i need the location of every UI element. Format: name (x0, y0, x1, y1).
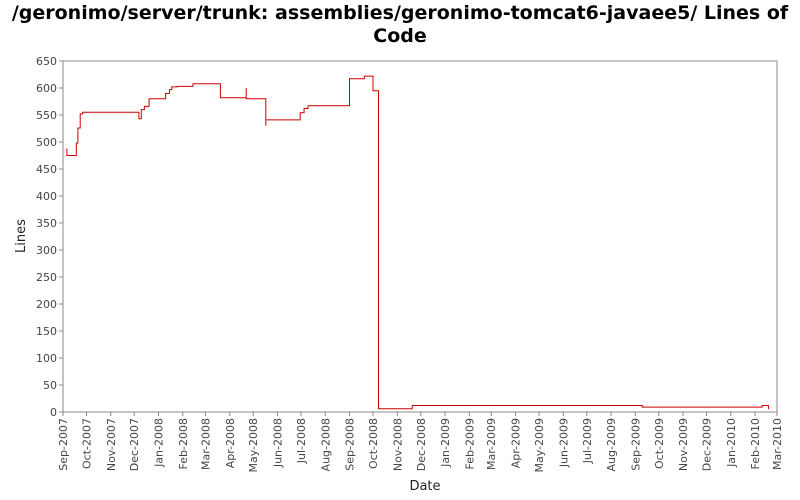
x-tick-label: Aug-2009 (605, 418, 618, 471)
x-tick-label: Apr-2008 (224, 418, 237, 468)
y-axis: 0 50 100 150 200 250 300 350 400 450 500 550 600 650 (36, 55, 63, 419)
y-tick-label: 50 (43, 379, 57, 392)
x-tick-label: Jul-2009 (581, 418, 594, 464)
y-tick-label: 500 (36, 136, 57, 149)
x-tick-label: Feb-2008 (177, 418, 190, 469)
y-tick-label: 300 (36, 244, 57, 257)
y-tick-label: 0 (50, 406, 57, 419)
y-axis-label: Lines (14, 219, 29, 253)
x-tick-label: Jan-2010 (725, 418, 738, 468)
y-tick-label: 250 (36, 271, 57, 284)
y-tick-label: 550 (36, 109, 57, 122)
x-tick-label: Oct-2007 (80, 418, 93, 469)
x-tick-label: Nov-2007 (105, 418, 118, 471)
x-tick-label: May-2009 (533, 418, 546, 473)
x-tick-label: Sep-2008 (344, 418, 357, 471)
x-tick-label: Aug-2008 (319, 418, 332, 471)
x-tick-label: Dec-2009 (701, 418, 714, 471)
x-tick-label: Mar-2008 (199, 418, 212, 470)
plot-area-frame (62, 60, 778, 413)
x-tick-label: Sep-2007 (57, 418, 70, 471)
x-tick-label: May-2008 (247, 418, 260, 473)
series-line (66, 75, 769, 410)
y-tick-label: 150 (36, 325, 57, 338)
x-tick-label: Feb-2010 (749, 418, 762, 469)
x-tick-label: Dec-2007 (128, 418, 141, 471)
y-tick-label: 400 (36, 190, 57, 203)
y-tick-label: 350 (36, 217, 57, 230)
x-tick-label: Oct-2008 (367, 418, 380, 469)
x-tick-label: Jan-2009 (439, 418, 452, 468)
x-axis: Sep-2007 Oct-2007 Nov-2007 Dec-2007 Jan-2008… (57, 412, 784, 473)
x-tick-label: Mar-2009 (485, 418, 498, 470)
x-tick-label: Dec-2008 (415, 418, 428, 471)
x-tick-label: Feb-2009 (463, 418, 476, 469)
x-tick-label: Sep-2009 (629, 418, 642, 471)
y-tick-label: 200 (36, 298, 57, 311)
x-tick-label: Jan-2008 (153, 418, 166, 468)
x-tick-label: Apr-2009 (510, 418, 523, 468)
y-tick-label: 100 (36, 352, 57, 365)
x-tick-label: Jun-2008 (272, 418, 285, 468)
x-tick-label: Jun-2009 (557, 418, 570, 468)
x-tick-label: Mar-2010 (771, 418, 784, 470)
x-tick-label: Jul-2008 (295, 418, 308, 464)
x-tick-label: Oct-2009 (653, 418, 666, 469)
y-tick-label: 450 (36, 163, 57, 176)
chart-title: /geronimo/server/trunk: assemblies/geron… (11, 2, 789, 47)
x-tick-label: Nov-2008 (391, 418, 404, 471)
y-tick-label: 650 (36, 55, 57, 68)
y-tick-label: 600 (36, 82, 57, 95)
x-tick-label: Nov-2009 (677, 418, 690, 471)
x-axis-label: Date (409, 479, 440, 494)
